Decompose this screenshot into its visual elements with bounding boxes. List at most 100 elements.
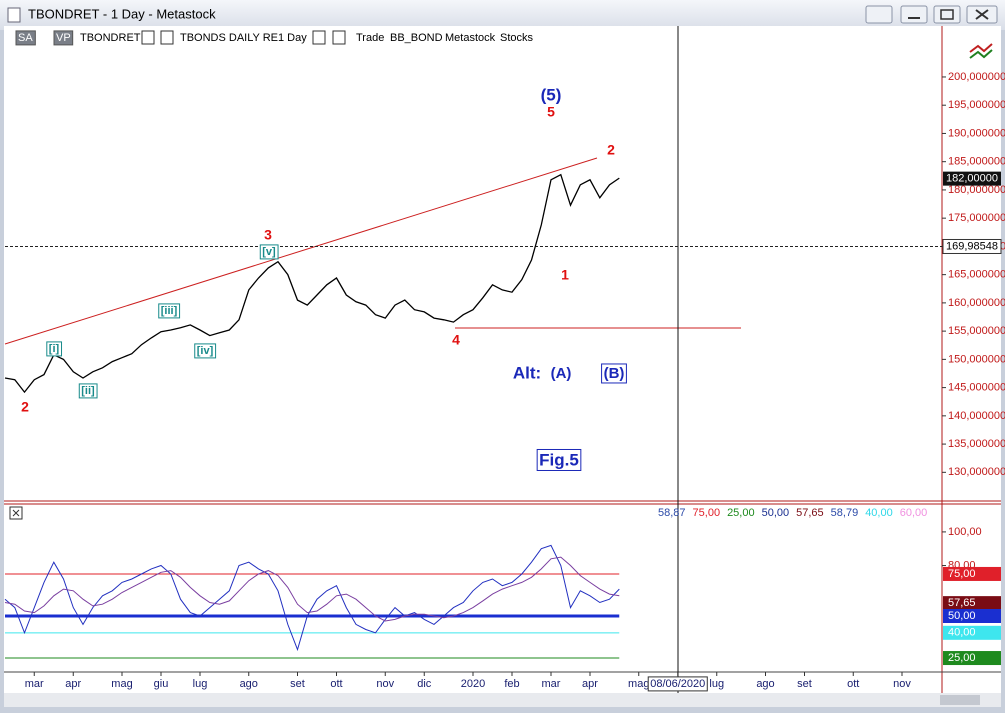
maximize-button[interactable] — [933, 5, 961, 24]
wave-label: 3 — [264, 227, 272, 243]
data-line — [4, 556, 620, 622]
x-tick-label: apr — [582, 678, 598, 690]
cursor-value: 169,98548 — [946, 240, 998, 252]
x-tick-label: ago — [756, 678, 774, 690]
wave-label: [iv] — [197, 345, 214, 357]
toolbar-badge — [15, 30, 36, 46]
wave-label: 2 — [21, 399, 29, 415]
maximize-glyph — [940, 9, 954, 20]
x-tick-label: nov — [893, 678, 911, 690]
x-tick-label: lug — [193, 678, 208, 690]
wave-label-box — [536, 448, 582, 471]
x-tick-label: mag — [628, 678, 649, 690]
x-tick-label: mag — [111, 678, 132, 690]
indicator-readout: 58,79 — [831, 507, 859, 519]
x-tick-label: apr — [65, 678, 81, 690]
y-tick-label: 100,00 — [948, 526, 982, 538]
y-tick-label: 165,000000 — [948, 269, 1005, 281]
wave-label: [v] — [262, 246, 276, 258]
x-tick-label: mar — [542, 678, 561, 690]
toolbar-item: Stocks — [500, 32, 534, 44]
x-tick-label: 2020 — [461, 678, 485, 690]
y-tick-label: 155,000000 — [948, 325, 1005, 337]
level-box — [943, 625, 1001, 640]
level-box — [943, 566, 1001, 581]
close-glyph — [975, 9, 989, 20]
y-tick-label: 185,000000 — [948, 156, 1005, 168]
x-tick-label: giu — [154, 678, 169, 690]
toolbar-item: Metastock — [445, 32, 496, 44]
y-tick-label: 160,000000 — [948, 297, 1005, 309]
level-box — [943, 608, 1001, 623]
level-box — [943, 651, 1001, 666]
wave-label-box — [194, 343, 217, 359]
level-label: 25,00 — [948, 652, 976, 664]
toolbar-item: TBONDRET — [80, 32, 141, 44]
indicator-readout: 57,65 — [796, 507, 824, 519]
chart-tool-icon[interactable] — [969, 43, 993, 53]
chart-tool-icon — [969, 49, 993, 59]
app-icon — [7, 7, 21, 23]
chart-area — [4, 26, 1001, 693]
x-tick-label: 08/06/2020 — [650, 678, 705, 690]
indicator-readout: 60,00 — [900, 507, 928, 519]
level-label: 75,00 — [948, 568, 976, 580]
indicator-readout: 40,00 — [865, 507, 893, 519]
x-tick-label: nov — [376, 678, 394, 690]
restore-chart-button[interactable] — [865, 5, 893, 24]
x-tick-label: dic — [417, 678, 432, 690]
wave-label-box — [601, 363, 627, 384]
wave-label-box — [259, 244, 279, 260]
minimize-button[interactable] — [900, 5, 928, 24]
cursor-date-box — [647, 676, 708, 692]
toolbar-item: TBONDS DAILY RE — [180, 32, 278, 44]
level-box — [943, 596, 1001, 611]
y-tick-label: 130,000000 — [948, 466, 1005, 478]
toolbar: SA VP TBONDRET TBONDS DAILY RE 1 Day Trade BB_… — [15, 30, 534, 46]
y-tick-label: 150,000000 — [948, 353, 1005, 365]
toolbar-button[interactable] — [141, 30, 155, 45]
toolbar-item: Trade — [356, 32, 384, 44]
y-tick-label: 200,000000 — [948, 71, 1005, 83]
data-line — [4, 544, 620, 652]
toolbar-button[interactable] — [332, 30, 346, 45]
indicator-readout: 75,00 — [693, 507, 721, 519]
x-tick-label: feb — [504, 678, 519, 690]
last-price: 182,00000 — [946, 173, 998, 185]
scrollbar-thumb[interactable] — [940, 695, 980, 705]
wave-label: [ii] — [81, 385, 95, 397]
wave-label: (A) — [551, 365, 572, 382]
toolbar-button[interactable] — [160, 30, 174, 45]
y-tick-label: 135,000000 — [948, 438, 1005, 450]
toolbar-button[interactable] — [312, 30, 326, 45]
wave-label-box — [46, 341, 63, 357]
y-tick-label: 190,000000 — [948, 127, 1005, 139]
toolbar-item: 1 Day — [278, 32, 307, 44]
indicator-readout: 50,00 — [762, 507, 790, 519]
y-tick-label: 140,000000 — [948, 410, 1005, 422]
indicator-readout: 58,87 — [658, 507, 686, 519]
last-price-box — [943, 171, 1001, 186]
title-bar — [0, 0, 1005, 30]
wave-label: [i] — [49, 343, 60, 355]
scrollbar-track[interactable] — [4, 693, 1001, 707]
wave-label: (B) — [604, 365, 625, 382]
x-tick-label: ott — [847, 678, 859, 690]
wave-label: (5) — [541, 85, 562, 104]
y-tick-label: 180,000000 — [948, 184, 1005, 196]
toolbar-item: VP — [56, 32, 71, 44]
wave-label: 2 — [607, 142, 615, 158]
level-label: 50,00 — [948, 610, 976, 622]
x-tick-label: ott — [330, 678, 342, 690]
y-tick-label: 195,000000 — [948, 99, 1005, 111]
wave-label-box — [78, 383, 98, 399]
wave-label: 5 — [547, 104, 555, 120]
window-title: TBONDRET - 1 Day - Metastock — [28, 6, 216, 21]
x-tick-label: mar — [25, 678, 44, 690]
pane-close-glyph — [12, 509, 20, 517]
cursor-value-box — [942, 238, 1002, 254]
toolbar-item: BB_BOND — [390, 32, 443, 44]
toolbar-badge — [53, 30, 74, 46]
